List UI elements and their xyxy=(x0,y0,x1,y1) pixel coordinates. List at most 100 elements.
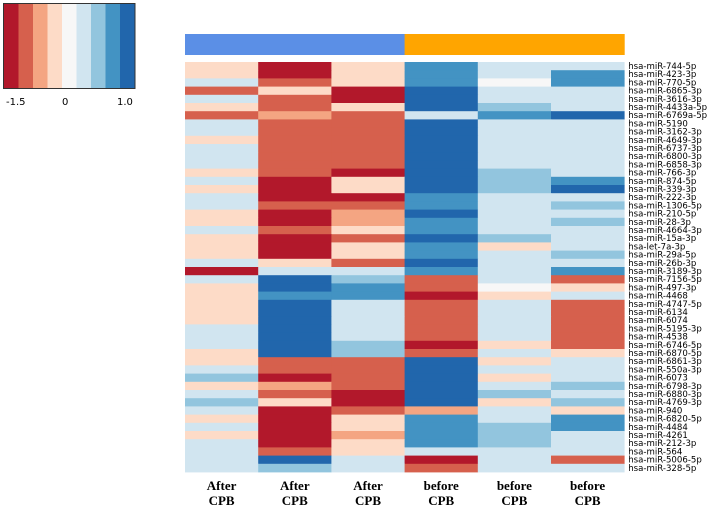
scale-tick-min: -1.5 xyxy=(6,97,26,108)
heatmap-cell xyxy=(331,217,405,227)
heatmap-cell xyxy=(404,103,479,112)
heatmap-cell xyxy=(477,267,552,276)
heatmap-cell xyxy=(404,193,479,202)
heatmap-cell xyxy=(477,414,552,424)
heatmap-cell xyxy=(477,103,552,112)
heatmap-cell xyxy=(551,234,625,243)
heatmap-cell xyxy=(477,431,552,440)
heatmap-cell xyxy=(404,357,479,366)
heatmap-cell xyxy=(404,316,479,325)
heatmap-cell xyxy=(258,217,332,227)
heatmap-cell xyxy=(551,332,625,342)
row-label: hsa-miR-6858-3p xyxy=(628,160,702,170)
heatmap-cell xyxy=(551,414,625,424)
heatmap-cell xyxy=(551,406,625,415)
scale-swatch xyxy=(120,4,135,88)
column-label-line2: CPB xyxy=(355,493,381,508)
column-label: before CPB xyxy=(552,478,624,508)
heatmap-cell xyxy=(258,431,332,440)
heatmap-cell xyxy=(551,398,625,407)
row-label: hsa-miR-4747-5p xyxy=(628,300,702,310)
heatmap-cell xyxy=(551,316,625,325)
heatmap-cell xyxy=(477,242,552,251)
heatmap-cell xyxy=(331,340,405,350)
heatmap-cell xyxy=(331,267,405,276)
scale-swatch xyxy=(4,4,19,88)
heatmap-cell xyxy=(404,381,479,391)
heatmap-cell xyxy=(258,242,332,251)
heatmap-cell xyxy=(477,406,552,415)
row-label: hsa-miR-6800-3p xyxy=(628,152,702,162)
heatmap-cell xyxy=(477,324,552,333)
column-label-line2: CPB xyxy=(428,493,455,508)
heatmap-cell xyxy=(258,390,332,399)
heatmap-cell xyxy=(551,103,625,112)
heatmap-cell xyxy=(477,373,552,383)
scale-swatch xyxy=(33,4,48,88)
row-label: hsa-miR-4468 xyxy=(628,292,688,302)
heatmap-cell xyxy=(331,176,405,186)
row-label: hsa-miR-770-5p xyxy=(628,78,696,88)
heatmap-cell xyxy=(404,308,479,317)
column-label-line1: After xyxy=(280,478,310,493)
row-label: hsa-miR-15a-3p xyxy=(628,234,696,244)
heatmap-cell xyxy=(477,365,552,374)
heatmap-cell xyxy=(258,439,332,448)
heatmap-cell xyxy=(331,299,405,309)
heatmap-cell xyxy=(551,447,625,456)
heatmap-cell xyxy=(551,209,625,219)
heatmap-cell xyxy=(185,406,259,415)
heatmap-cell xyxy=(331,242,405,251)
heatmap-cell xyxy=(477,152,552,161)
heatmap-cell xyxy=(331,185,405,194)
heatmap-cell xyxy=(258,357,332,366)
heatmap-cell xyxy=(258,86,332,96)
heatmap-cell xyxy=(404,119,479,128)
heatmap-cell xyxy=(185,299,259,309)
heatmap-cell xyxy=(404,414,479,424)
heatmap-cell xyxy=(185,349,259,358)
heatmap-cell xyxy=(551,127,625,137)
heatmap-cell xyxy=(551,275,625,284)
heatmap-cell xyxy=(331,373,405,383)
row-label: hsa-miR-6737-3p xyxy=(628,144,702,154)
heatmap-cell xyxy=(185,398,259,407)
heatmap-cell xyxy=(258,209,332,219)
heatmap-cell xyxy=(404,340,479,350)
heatmap-cell xyxy=(404,176,479,186)
row-label: hsa-miR-7156-5p xyxy=(628,275,702,285)
row-label: hsa-miR-6746-5p xyxy=(628,341,702,351)
heatmap-cell xyxy=(477,160,552,169)
heatmap-cell xyxy=(258,176,332,186)
heatmap-cell xyxy=(331,275,405,284)
heatmap-cell xyxy=(404,332,479,342)
heatmap-cell xyxy=(477,291,552,301)
heatmap-cell xyxy=(258,381,332,391)
heatmap-cell xyxy=(185,431,259,440)
heatmap-cell xyxy=(331,201,405,210)
scale-tick-max: 1.0 xyxy=(117,97,133,108)
heatmap-cell xyxy=(551,267,625,276)
heatmap-cell xyxy=(258,193,332,202)
heatmap-cell xyxy=(477,168,552,178)
row-label: hsa-miR-4538 xyxy=(628,333,688,343)
heatmap-cell xyxy=(404,217,479,227)
heatmap-cell xyxy=(551,349,625,358)
heatmap-cell xyxy=(551,111,625,120)
heatmap-cell xyxy=(331,160,405,169)
heatmap-cell xyxy=(477,226,552,235)
heatmap-cell xyxy=(404,209,479,219)
heatmap-cell xyxy=(477,127,552,137)
heatmap-cell xyxy=(551,422,625,432)
heatmap-cell xyxy=(551,86,625,96)
heatmap-cell xyxy=(258,160,332,169)
heatmap-cell xyxy=(258,103,332,112)
heatmap-cell xyxy=(551,283,625,292)
heatmap-cell xyxy=(185,209,259,219)
heatmap-cell xyxy=(477,463,552,473)
row-label: hsa-miR-550a-3p xyxy=(628,365,701,375)
heatmap-cell xyxy=(331,463,405,473)
heatmap-cell xyxy=(477,185,552,194)
column-label-line1: before xyxy=(570,478,606,493)
heatmap-cell xyxy=(258,406,332,415)
